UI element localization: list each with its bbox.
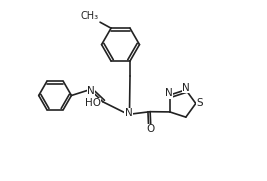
Text: HO: HO: [85, 98, 101, 108]
Text: S: S: [196, 98, 203, 108]
Text: O: O: [146, 124, 155, 134]
Text: N: N: [166, 89, 173, 98]
Text: N: N: [87, 85, 95, 96]
Text: N: N: [182, 83, 190, 93]
Text: N: N: [125, 108, 132, 118]
Text: CH₃: CH₃: [81, 11, 99, 21]
